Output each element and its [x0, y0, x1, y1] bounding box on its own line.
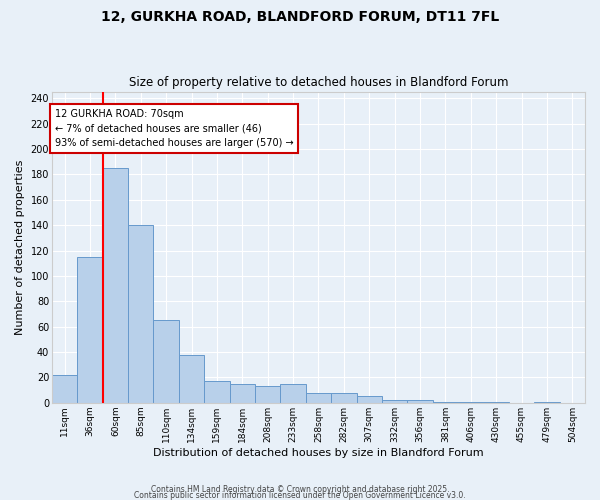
Bar	[255, 386, 280, 403]
Text: Contains HM Land Registry data © Crown copyright and database right 2025.: Contains HM Land Registry data © Crown c…	[151, 485, 449, 494]
Bar	[128, 225, 154, 403]
Title: Size of property relative to detached houses in Blandford Forum: Size of property relative to detached ho…	[129, 76, 508, 90]
Y-axis label: Number of detached properties: Number of detached properties	[15, 160, 25, 335]
Bar	[77, 257, 103, 403]
Bar	[407, 400, 433, 403]
Text: 12 GURKHA ROAD: 70sqm
← 7% of detached houses are smaller (46)
93% of semi-detac: 12 GURKHA ROAD: 70sqm ← 7% of detached h…	[55, 108, 293, 148]
Bar	[382, 400, 407, 403]
Bar	[356, 396, 382, 403]
Bar	[154, 320, 179, 403]
Bar	[534, 402, 560, 403]
Bar	[433, 402, 458, 403]
Bar	[204, 381, 230, 403]
Bar	[230, 384, 255, 403]
Bar	[331, 392, 356, 403]
Bar	[458, 402, 484, 403]
Bar	[103, 168, 128, 403]
Text: Contains public sector information licensed under the Open Government Licence v3: Contains public sector information licen…	[134, 490, 466, 500]
Bar	[52, 375, 77, 403]
Bar	[306, 392, 331, 403]
Bar	[280, 384, 306, 403]
Bar	[484, 402, 509, 403]
Text: 12, GURKHA ROAD, BLANDFORD FORUM, DT11 7FL: 12, GURKHA ROAD, BLANDFORD FORUM, DT11 7…	[101, 10, 499, 24]
X-axis label: Distribution of detached houses by size in Blandford Forum: Distribution of detached houses by size …	[153, 448, 484, 458]
Bar	[179, 354, 204, 403]
